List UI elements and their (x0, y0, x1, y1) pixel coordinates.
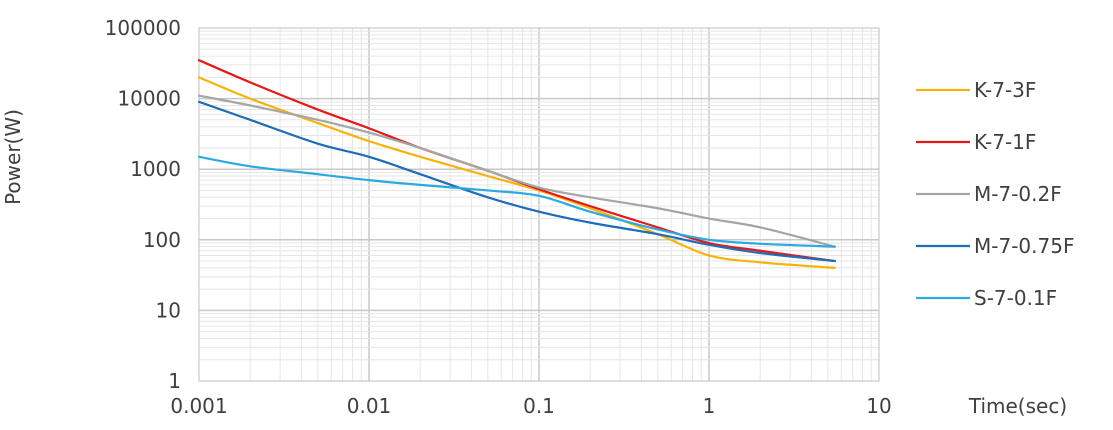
y-axis-title: Power(W) (1, 109, 25, 205)
y-tick-label: 100000 (105, 16, 181, 40)
series-lines (197, 59, 836, 269)
legend-label-m-7-0-2f: M-7-0.2F (974, 182, 1062, 206)
x-tick-label: 0.01 (347, 394, 392, 418)
legend-label-s-7-0-1f: S-7-0.1F (974, 286, 1057, 310)
x-tick-label: 0.001 (170, 394, 227, 418)
series-line-k-7-3f (197, 76, 836, 269)
x-tick-label: 0.1 (523, 394, 555, 418)
y-tick-label: 1000 (130, 157, 181, 181)
y-tick-label: 1 (168, 369, 181, 393)
series-line-s-7-0-1f (197, 155, 836, 248)
series-line-m-7-0-75f (197, 100, 836, 263)
y-tick-label: 10000 (117, 87, 181, 111)
y-tick-label: 100 (143, 228, 181, 252)
x-tick-labels: 0.001 0.01 0.1 1 10 (170, 394, 891, 418)
x-tick-label: 1 (703, 394, 716, 418)
plot-area-border (198, 27, 880, 382)
y-tick-labels: 1 10 100 1000 10000 100000 (105, 16, 181, 393)
legend: K-7-3F K-7-1F M-7-0.2F M-7-0.75F S-7-0.1F (916, 78, 1074, 310)
series-line-k-7-1f (197, 59, 836, 263)
legend-label-k-7-1f: K-7-1F (974, 130, 1036, 154)
x-axis-title: Time(sec) (968, 394, 1067, 418)
y-tick-label: 10 (156, 298, 181, 322)
series-line-m-7-0-2f (197, 94, 836, 248)
legend-label-k-7-3f: K-7-3F (974, 78, 1036, 102)
grid (199, 28, 879, 381)
legend-label-m-7-0-75f: M-7-0.75F (974, 234, 1074, 258)
x-tick-label: 10 (866, 394, 891, 418)
